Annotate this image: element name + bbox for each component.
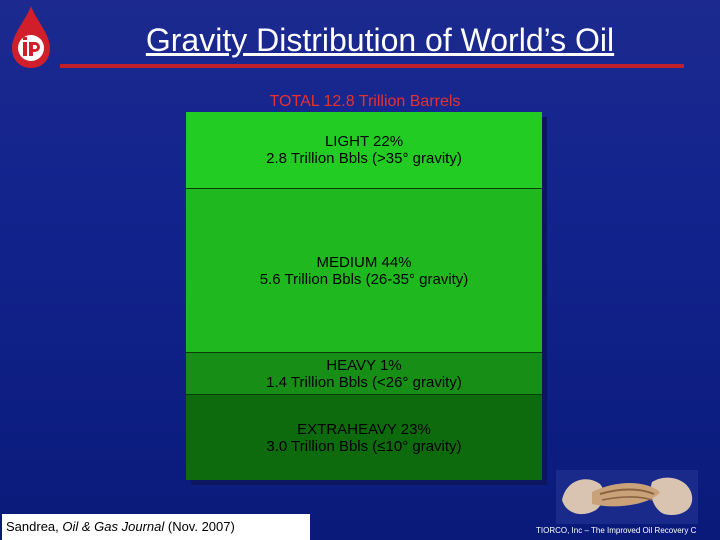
company-logo-icon <box>12 6 50 68</box>
segment-light-desc: 2.8 Trillion Bbls (>35° gravity) <box>266 150 462 167</box>
segment-extraheavy-desc: 3.0 Trillion Bbls (≤10° gravity) <box>266 437 462 455</box>
segment-medium-name: MEDIUM 44% <box>316 253 412 271</box>
segment-heavy-desc: 1.4 Trillion Bbls (<26° gravity) <box>266 373 462 391</box>
source-journal: Oil & Gas Journal <box>62 519 165 534</box>
total-label: TOTAL 12.8 Trillion Barrels <box>269 93 461 110</box>
segment-light: LIGHT 22% 2.8 Trillion Bbls (>35° gravit… <box>186 112 542 189</box>
footer-credit: TIORCO, Inc – The Improved Oil Recovery … <box>536 526 697 535</box>
slide-title: Gravity Distribution of World’s Oil <box>145 22 615 58</box>
segment-extraheavy-name: EXTRAHEAVY 23% <box>297 420 431 438</box>
segment-medium: MEDIUM 44% 5.6 Trillion Bbls (26-35° gra… <box>186 189 542 353</box>
title-underline-rule <box>60 64 684 68</box>
segment-extraheavy: EXTRAHEAVY 23% 3.0 Trillion Bbls (≤10° g… <box>186 395 542 480</box>
oil-sample-photo-icon <box>556 470 698 524</box>
gravity-stack: LIGHT 22% 2.8 Trillion Bbls (>35° gravit… <box>186 112 542 480</box>
segment-heavy-name: HEAVY 1% <box>326 356 402 374</box>
source-date: (Nov. 2007) <box>164 519 235 534</box>
segment-heavy: HEAVY 1% 1.4 Trillion Bbls (<26° gravity… <box>186 353 542 395</box>
source-author: Sandrea, <box>6 519 63 534</box>
segment-light-name: LIGHT 22% <box>324 133 404 150</box>
source-citation: Sandrea, Oil & Gas Journal (Nov. 2007) <box>2 514 310 540</box>
segment-medium-desc: 5.6 Trillion Bbls (26-35° gravity) <box>259 270 469 288</box>
